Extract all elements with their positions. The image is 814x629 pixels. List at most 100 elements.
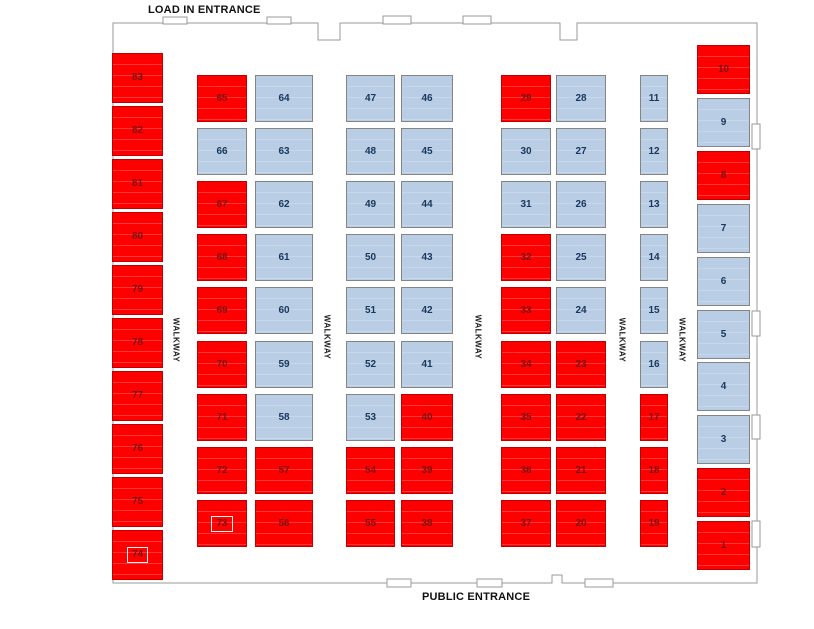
booth-7[interactable]: 7: [697, 204, 750, 253]
booth-52[interactable]: 52: [346, 341, 395, 388]
booth-63[interactable]: 63: [255, 128, 313, 175]
booth-41[interactable]: 41: [401, 341, 453, 388]
booth-number: 33: [520, 304, 532, 316]
booth-number: 51: [364, 304, 377, 316]
booth-number: 59: [278, 358, 290, 370]
booth-66[interactable]: 66: [197, 128, 247, 175]
public-entrance-label: PUBLIC ENTRANCE: [422, 591, 531, 603]
booth-36[interactable]: 36: [501, 447, 551, 494]
booth-53[interactable]: 53: [346, 394, 395, 441]
booth-70[interactable]: 70: [197, 341, 247, 388]
booth-8[interactable]: 8: [697, 151, 750, 200]
booth-65[interactable]: 65: [197, 75, 247, 122]
walkway-label: WALKWAY: [322, 314, 332, 360]
booth-number: 79: [131, 284, 144, 295]
booth-48[interactable]: 48: [346, 128, 395, 175]
booth-21[interactable]: 21: [556, 447, 606, 494]
booth-74[interactable]: 74: [112, 530, 163, 580]
booth-83[interactable]: 83: [112, 53, 163, 103]
booth-3[interactable]: 3: [697, 415, 750, 464]
booth-50[interactable]: 50: [346, 234, 395, 281]
booth-number: 9: [720, 116, 727, 128]
booth-2[interactable]: 2: [697, 468, 750, 517]
booth-number: 21: [575, 464, 587, 476]
booth-9[interactable]: 9: [697, 98, 750, 147]
booth-45[interactable]: 45: [401, 128, 453, 175]
booth-4[interactable]: 4: [697, 362, 750, 411]
booth-73[interactable]: 73: [197, 500, 247, 547]
walkway-label: WALKWAY: [617, 317, 627, 363]
booth-31[interactable]: 31: [501, 181, 551, 228]
booth-number: 15: [648, 304, 660, 316]
booth-54[interactable]: 54: [346, 447, 395, 494]
booth-17[interactable]: 17: [640, 394, 668, 441]
booth-56[interactable]: 56: [255, 500, 313, 547]
booth-29[interactable]: 29: [501, 75, 551, 122]
booth-24[interactable]: 24: [556, 287, 606, 334]
booth-13[interactable]: 13: [640, 181, 668, 228]
booth-46[interactable]: 46: [401, 75, 453, 122]
booth-20[interactable]: 20: [556, 500, 606, 547]
booth-57[interactable]: 57: [255, 447, 313, 494]
booth-37[interactable]: 37: [501, 500, 551, 547]
booth-67[interactable]: 67: [197, 181, 247, 228]
booth-72[interactable]: 72: [197, 447, 247, 494]
booth-14[interactable]: 14: [640, 234, 668, 281]
booth-61[interactable]: 61: [255, 234, 313, 281]
booth-25[interactable]: 25: [556, 234, 606, 281]
booth-77[interactable]: 77: [112, 371, 163, 421]
booth-34[interactable]: 34: [501, 341, 551, 388]
booth-27[interactable]: 27: [556, 128, 606, 175]
booth-12[interactable]: 12: [640, 128, 668, 175]
booth-15[interactable]: 15: [640, 287, 668, 334]
booth-75[interactable]: 75: [112, 477, 163, 527]
booth-76[interactable]: 76: [112, 424, 163, 474]
booth-1[interactable]: 1: [697, 521, 750, 570]
booth-5[interactable]: 5: [697, 310, 750, 359]
booth-number: 68: [216, 251, 228, 263]
booth-79[interactable]: 79: [112, 265, 163, 315]
booth-30[interactable]: 30: [501, 128, 551, 175]
booth-68[interactable]: 68: [197, 234, 247, 281]
booth-39[interactable]: 39: [401, 447, 453, 494]
booth-number: 50: [364, 251, 377, 263]
booth-35[interactable]: 35: [501, 394, 551, 441]
booth-10[interactable]: 10: [697, 45, 750, 94]
booth-49[interactable]: 49: [346, 181, 395, 228]
booth-69[interactable]: 69: [197, 287, 247, 334]
booth-32[interactable]: 32: [501, 234, 551, 281]
booth-71[interactable]: 71: [197, 394, 247, 441]
booth-11[interactable]: 11: [640, 75, 668, 122]
booth-33[interactable]: 33: [501, 287, 551, 334]
walkway-label: WALKWAY: [677, 317, 687, 363]
booth-16[interactable]: 16: [640, 341, 668, 388]
booth-78[interactable]: 78: [112, 318, 163, 368]
booth-47[interactable]: 47: [346, 75, 395, 122]
booth-55[interactable]: 55: [346, 500, 395, 547]
booth-28[interactable]: 28: [556, 75, 606, 122]
booth-26[interactable]: 26: [556, 181, 606, 228]
booth-6[interactable]: 6: [697, 257, 750, 306]
booth-44[interactable]: 44: [401, 181, 453, 228]
booth-60[interactable]: 60: [255, 287, 313, 334]
booth-23[interactable]: 23: [556, 341, 606, 388]
booth-58[interactable]: 58: [255, 394, 313, 441]
booth-81[interactable]: 81: [112, 159, 163, 209]
booth-80[interactable]: 80: [112, 212, 163, 262]
booth-43[interactable]: 43: [401, 234, 453, 281]
booth-59[interactable]: 59: [255, 341, 313, 388]
booth-64[interactable]: 64: [255, 75, 313, 122]
booth-40[interactable]: 40: [401, 394, 453, 441]
booth-number: 26: [575, 198, 587, 210]
booth-22[interactable]: 22: [556, 394, 606, 441]
booth-number: 52: [364, 358, 377, 370]
booth-18[interactable]: 18: [640, 447, 668, 494]
booth-42[interactable]: 42: [401, 287, 453, 334]
booth-38[interactable]: 38: [401, 500, 453, 547]
load-in-entrance-label: LOAD IN ENTRANCE: [148, 4, 261, 16]
booth-51[interactable]: 51: [346, 287, 395, 334]
booth-19[interactable]: 19: [640, 500, 668, 547]
booth-62[interactable]: 62: [255, 181, 313, 228]
booth-82[interactable]: 82: [112, 106, 163, 156]
booth-number: 22: [575, 411, 587, 423]
